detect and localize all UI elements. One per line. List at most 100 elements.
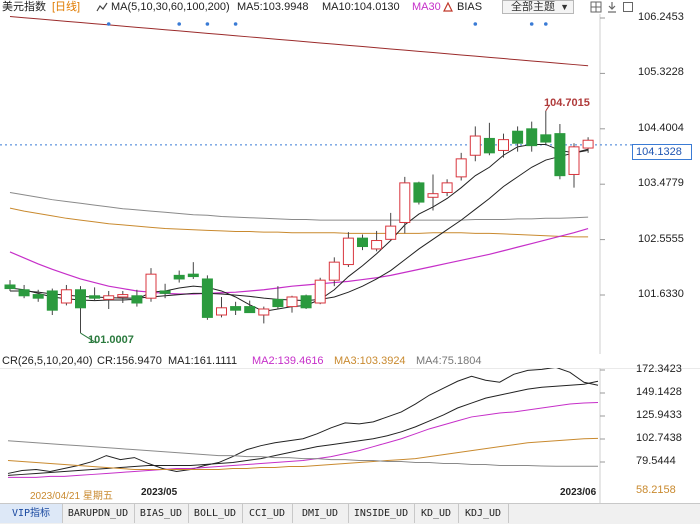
candle xyxy=(300,294,312,309)
candle-body-down xyxy=(512,130,524,144)
candle-body-up xyxy=(582,139,594,149)
ma1-value: MA1:161.1111 xyxy=(168,355,238,367)
tab-boll-ud[interactable]: BOLL_UD xyxy=(188,504,243,523)
series-ma4-line xyxy=(7,440,598,467)
tab-dmi-ud[interactable]: DMI_UD xyxy=(292,504,349,523)
candle-body-down xyxy=(554,133,566,177)
ma-params[interactable]: MA(5,10,30,60,100,200) xyxy=(111,1,230,13)
price-chart[interactable] xyxy=(0,14,700,354)
square-icon[interactable] xyxy=(622,1,634,13)
ma5-value: MA5:103.9948 xyxy=(237,1,309,13)
candle xyxy=(483,122,495,156)
high-annotation: 104.7015 xyxy=(544,97,590,109)
candle-body-up xyxy=(568,146,580,175)
candle-body-up xyxy=(469,135,481,156)
indicator-icon[interactable] xyxy=(442,1,454,13)
candle-body-down xyxy=(131,295,143,304)
candle-body-down xyxy=(173,274,185,280)
ma10-value: MA10:104.0130 xyxy=(322,1,400,13)
cr-indicator-chart[interactable] xyxy=(0,368,700,503)
low-annotation: 101.0007 xyxy=(88,334,134,346)
indicator-tab-bar: VIP指标 BARUPDN_UD BIAS_UD BOLL_UD CCI_UD DMI_U… xyxy=(0,503,700,524)
price-axis-tick: 103.4779 xyxy=(638,177,684,190)
candle-body-up xyxy=(371,240,383,250)
candle-body-down xyxy=(244,306,256,314)
ma2-value: MA2:139.4616 xyxy=(252,355,324,367)
candle xyxy=(173,270,185,283)
candle xyxy=(441,179,453,197)
event-marker-dot xyxy=(205,22,210,26)
date-june: 2023/06 xyxy=(560,487,597,498)
tab-cci-ud[interactable]: CCI_UD xyxy=(242,504,293,523)
event-marker-dot xyxy=(544,22,548,26)
ma200-line xyxy=(9,16,589,67)
bias-label[interactable]: BIAS xyxy=(457,1,483,13)
event-marker-dot xyxy=(233,22,238,26)
tab-bias-ud[interactable]: BIAS_UD xyxy=(134,504,189,523)
candle xyxy=(568,143,580,188)
candle xyxy=(413,181,425,205)
tab-vip-[interactable]: VIP指标 xyxy=(0,504,63,523)
candle-body-down xyxy=(201,278,213,318)
price-axis-tick: 104.4004 xyxy=(638,121,684,134)
candle xyxy=(272,286,284,309)
candle xyxy=(399,176,411,234)
candle-body-down xyxy=(89,295,101,299)
indicator-axis: 172.3423 149.1428 125.9433 102.7438 79.5444 xyxy=(0,0,700,467)
indicator-axis-tick: 172.3423 xyxy=(636,363,682,375)
tab-barupdn-ud[interactable]: BARUPDN_UD xyxy=(62,504,135,523)
period-label[interactable]: [日线] xyxy=(52,1,81,13)
candle xyxy=(469,126,481,162)
candle-body-down xyxy=(18,289,30,297)
candle-body-down xyxy=(4,284,16,290)
candle xyxy=(32,289,44,302)
candle-body-down xyxy=(230,306,242,311)
price-axis: 106.2453 105.3228 104.4004 103.4779 102.5555… xyxy=(0,0,700,300)
series-cr-line xyxy=(7,368,599,474)
candle xyxy=(427,174,439,211)
indicator-name[interactable]: CR(26,5,10,20,40) xyxy=(2,355,93,367)
download-icon[interactable] xyxy=(606,1,618,13)
price-axis-tick: 101.6330 xyxy=(638,288,684,300)
candle xyxy=(145,268,157,302)
candle-body-down xyxy=(272,298,284,308)
theme-select-label: 全部主题 xyxy=(511,1,555,13)
grid-icon[interactable] xyxy=(590,1,602,13)
high-marker xyxy=(545,104,551,112)
symbol-name[interactable]: 美元指数 xyxy=(2,1,46,13)
theme-select[interactable]: 全部主题 ▼ xyxy=(502,0,574,14)
candle xyxy=(4,280,16,291)
chart-header: 美元指数 [日线] MA(5,10,30,60,100,200) MA5:103… xyxy=(0,0,700,14)
indicator-bottom-value: 58.2158 xyxy=(636,484,676,496)
price-axis-tick: 102.5555 xyxy=(638,232,684,245)
candle xyxy=(498,133,509,158)
candle-body-up xyxy=(145,273,157,299)
candle xyxy=(582,137,594,153)
candle-body-up xyxy=(314,279,326,304)
candle-body-down xyxy=(300,295,312,309)
candle-body-up xyxy=(455,158,467,178)
candle xyxy=(385,212,397,241)
candle xyxy=(554,124,566,180)
candle xyxy=(60,284,72,306)
tab-inside-ud[interactable]: INSIDE_UD xyxy=(348,504,415,523)
price-axis-tick: 105.3228 xyxy=(638,66,684,79)
price-axis-tick: 106.2453 xyxy=(638,11,684,23)
candle-body-down xyxy=(540,134,552,143)
tab-kdj-ud[interactable]: KDJ_UD xyxy=(458,504,509,523)
candle xyxy=(18,284,30,299)
candle-body-down xyxy=(32,294,44,299)
ma100-line xyxy=(9,191,589,221)
candle-body-up xyxy=(385,225,397,240)
candle-body-down xyxy=(483,137,495,154)
indicator-axis-tick: 125.9433 xyxy=(636,409,682,421)
cr-value: CR:156.9470 xyxy=(97,355,162,367)
candle xyxy=(159,283,171,299)
series-ma2-line xyxy=(8,402,599,478)
candle-body-down xyxy=(187,273,199,278)
tab-kd-ud[interactable]: KD_UD xyxy=(414,504,459,523)
candle xyxy=(512,126,524,152)
ma-chart-icon[interactable] xyxy=(96,1,108,13)
candle-body-up xyxy=(427,193,439,198)
candle-body-down xyxy=(357,237,368,248)
